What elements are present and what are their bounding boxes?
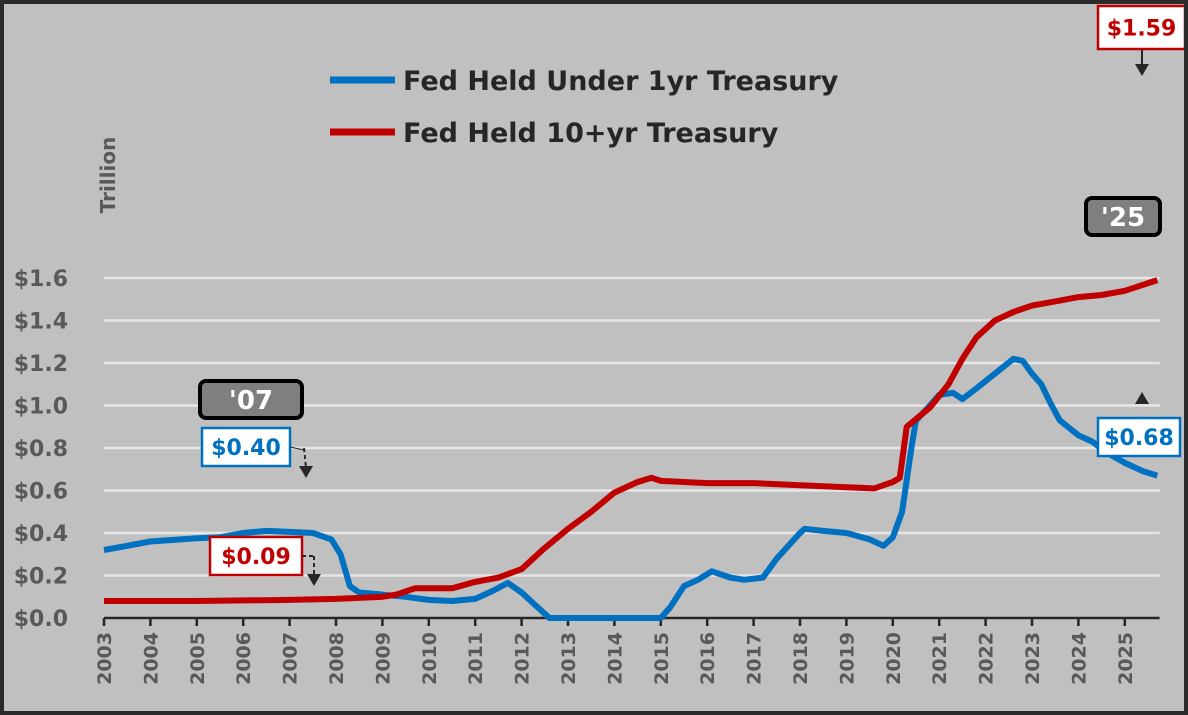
x-tick-label: 2021 bbox=[929, 632, 951, 685]
x-tick-label: 2016 bbox=[697, 632, 719, 685]
y-tick-label: $1.6 bbox=[14, 267, 68, 292]
x-tick-label: 2017 bbox=[744, 632, 766, 685]
x-tick-label: 2009 bbox=[372, 632, 394, 685]
year-label-2025-box bbox=[1084, 196, 1162, 237]
arrow-red-2025-head bbox=[1135, 64, 1149, 76]
label-red-2025-box bbox=[1096, 4, 1184, 51]
x-tick-label: 2006 bbox=[233, 632, 255, 685]
label-blue-2025: $0.68 bbox=[1104, 426, 1174, 451]
year-label-2025: '25 bbox=[1101, 203, 1145, 233]
label-red-2007-box bbox=[208, 535, 304, 577]
label-red-2025: $1.59 bbox=[1107, 16, 1177, 41]
y-tick-label: $0.0 bbox=[14, 607, 68, 632]
y-axis-label: Trillion bbox=[96, 137, 120, 214]
x-tick-label: 2020 bbox=[883, 632, 905, 685]
arrow-blue-2007-line bbox=[303, 447, 307, 469]
y-tick-label: $1.0 bbox=[14, 395, 68, 420]
legend-label: Fed Held Under 1yr Treasury bbox=[403, 66, 839, 97]
x-tick-label: 2018 bbox=[790, 632, 812, 685]
x-tick-label: 2022 bbox=[976, 632, 998, 685]
year-label-2007: '07 bbox=[229, 386, 273, 416]
x-tick-label: 2003 bbox=[94, 632, 116, 685]
y-tick-label: $1.2 bbox=[14, 352, 68, 377]
label-blue-2025-box bbox=[1096, 416, 1182, 458]
x-tick-label: 2015 bbox=[651, 632, 673, 685]
label-red-2007: $0.09 bbox=[221, 545, 291, 570]
x-tick-label: 2013 bbox=[558, 632, 580, 685]
series-line-under-1yr bbox=[103, 355, 1159, 621]
label-blue-2007: $0.40 bbox=[211, 436, 281, 461]
x-tick-label: 2014 bbox=[604, 632, 626, 685]
year-label-2007-box bbox=[198, 379, 304, 420]
legend-label: Fed Held 10+yr Treasury bbox=[403, 118, 779, 149]
arrow-stub bbox=[289, 446, 305, 451]
y-tick-label: $0.8 bbox=[14, 437, 68, 462]
x-tick-label: 2025 bbox=[1115, 632, 1137, 685]
arrow-blue-2007-head bbox=[299, 466, 313, 478]
x-tick-label: 2008 bbox=[326, 632, 348, 685]
x-tick-label: 2007 bbox=[280, 632, 302, 685]
x-tick-label: 2011 bbox=[465, 632, 487, 685]
y-tick-label: $0.6 bbox=[14, 480, 68, 505]
y-tick-label: $0.4 bbox=[14, 522, 68, 547]
x-tick-label: 2024 bbox=[1068, 632, 1090, 685]
x-tick-label: 2019 bbox=[836, 632, 858, 685]
x-tick-label: 2005 bbox=[187, 632, 209, 685]
y-tick-label: $1.4 bbox=[14, 310, 68, 335]
x-tick-label: 2023 bbox=[1022, 632, 1044, 685]
y-tick-label: $0.2 bbox=[14, 565, 68, 590]
x-tick-label: 2012 bbox=[512, 632, 534, 685]
series-line-10yr bbox=[104, 277, 1159, 604]
x-tick-label: 2010 bbox=[419, 632, 441, 685]
label-blue-2007-box bbox=[200, 426, 292, 468]
arrow-red-2007-head bbox=[307, 574, 321, 586]
x-tick-label: 2004 bbox=[140, 632, 162, 685]
arrow-blue-2025-head bbox=[1135, 392, 1149, 404]
